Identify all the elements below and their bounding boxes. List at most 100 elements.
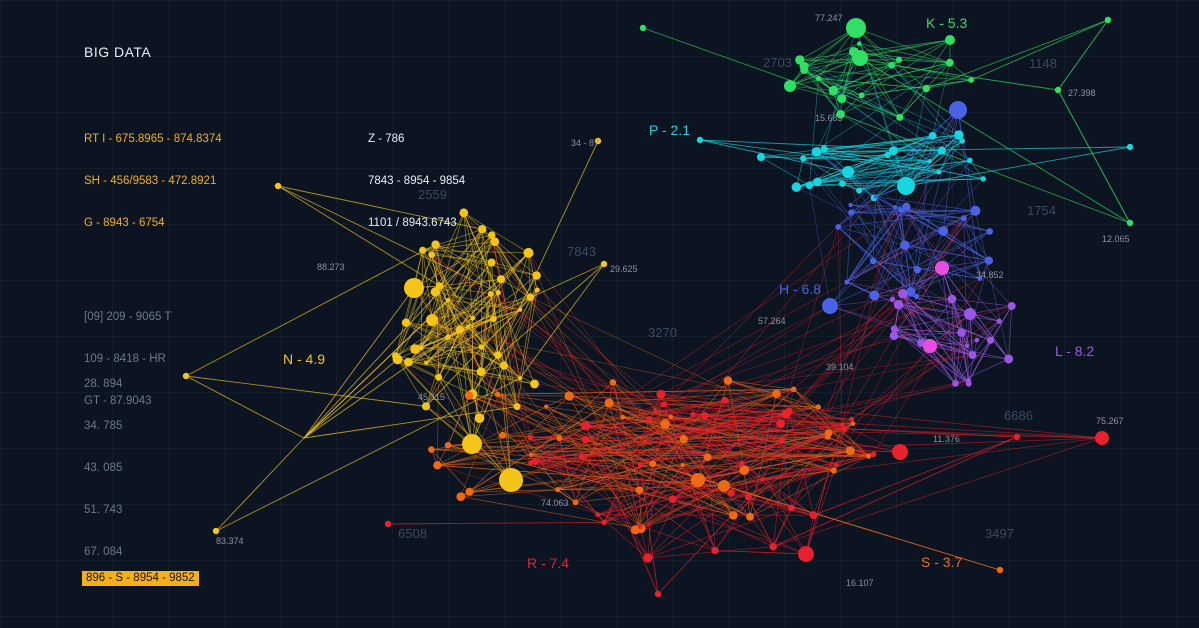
network-node xyxy=(723,376,733,385)
network-edge xyxy=(846,230,944,283)
network-edge xyxy=(803,27,857,67)
network-edge xyxy=(500,252,529,280)
network-edge xyxy=(816,57,861,152)
network-edge xyxy=(762,437,1103,480)
network-edge xyxy=(439,285,461,330)
network-node xyxy=(518,307,523,312)
network-node xyxy=(977,276,983,282)
network-edge xyxy=(469,395,570,493)
network-edge xyxy=(426,309,521,364)
network-edge xyxy=(439,285,491,295)
network-edge xyxy=(714,479,763,551)
network-edge xyxy=(490,293,499,356)
network-edge xyxy=(672,298,893,500)
cluster-label: L - 8.2 xyxy=(1055,343,1094,359)
network-node xyxy=(945,35,955,45)
network-edge xyxy=(969,313,1010,360)
network-edge xyxy=(851,212,964,219)
network-edge xyxy=(516,406,751,518)
network-node xyxy=(828,85,839,96)
network-edge xyxy=(829,305,973,356)
network-edge xyxy=(497,140,599,356)
network-node xyxy=(620,414,626,420)
network-edge xyxy=(902,293,1012,307)
network-edge xyxy=(530,462,745,471)
network-node xyxy=(499,468,523,492)
outlier-node xyxy=(696,136,704,144)
network-edge xyxy=(900,209,904,294)
network-edge xyxy=(467,326,650,420)
network-edge xyxy=(859,39,951,59)
network-edge xyxy=(581,456,649,559)
network-edge xyxy=(905,135,934,187)
network-edge xyxy=(530,413,787,464)
network-edge xyxy=(990,305,1013,341)
network-node xyxy=(980,176,986,182)
network-edge xyxy=(439,241,496,287)
network-node xyxy=(496,275,506,284)
network-edge xyxy=(714,550,807,555)
network-node xyxy=(1007,302,1016,310)
network-node xyxy=(839,180,846,187)
node-value-label: 27.398 xyxy=(1068,88,1096,98)
network-edge xyxy=(910,210,976,293)
network-edge xyxy=(647,507,792,559)
network-edge xyxy=(816,146,1131,153)
network-node xyxy=(555,487,561,493)
network-edge xyxy=(772,411,790,547)
network-node xyxy=(837,94,847,104)
network-node xyxy=(544,404,549,409)
background-number: 3497 xyxy=(985,526,1014,541)
network-edge xyxy=(530,437,641,527)
network-edge xyxy=(395,244,436,357)
network-edge xyxy=(447,444,558,490)
cluster-label: S - 3.7 xyxy=(921,554,962,570)
network-edge xyxy=(503,289,538,366)
network-edge xyxy=(803,69,930,162)
network-edge xyxy=(796,158,804,188)
network-node xyxy=(869,290,880,301)
network-node xyxy=(858,92,865,99)
highlight-node xyxy=(935,261,949,275)
network-edge xyxy=(900,209,912,292)
network-node xyxy=(947,294,957,304)
network-edge xyxy=(846,281,962,333)
network-node xyxy=(637,524,643,529)
info-line: 28. 894 xyxy=(84,378,123,390)
network-node xyxy=(906,287,916,297)
network-node xyxy=(889,296,896,302)
network-edge xyxy=(829,206,907,307)
network-edge xyxy=(905,206,943,269)
network-edge xyxy=(491,262,499,356)
network-edge xyxy=(640,438,684,465)
network-edge xyxy=(649,354,973,420)
network-edge xyxy=(303,406,518,439)
network-edge xyxy=(837,226,843,425)
network-edge xyxy=(805,464,837,555)
network-edge xyxy=(460,479,699,497)
network-node xyxy=(815,75,822,81)
network-edge xyxy=(818,78,927,89)
network-edge xyxy=(670,416,742,464)
info-line: GT - 87.9043 xyxy=(84,395,152,407)
network-edge xyxy=(840,113,1131,224)
network-edge xyxy=(437,426,589,466)
network-node xyxy=(401,318,411,327)
network-edge xyxy=(846,281,903,294)
network-node xyxy=(892,205,898,210)
network-edge xyxy=(672,423,781,500)
network-node xyxy=(1004,354,1014,364)
network-edge xyxy=(874,260,990,296)
network-edge xyxy=(704,415,774,547)
network-edge xyxy=(481,228,531,298)
network-edge xyxy=(467,326,521,379)
network-node xyxy=(850,421,856,426)
network-edge xyxy=(459,329,532,464)
network-node xyxy=(785,407,793,415)
network-edge xyxy=(968,340,978,381)
info-line: 7843 - 8954 - 9854 xyxy=(368,175,466,187)
network-edge xyxy=(938,140,963,173)
network-edge xyxy=(609,388,794,404)
network-node xyxy=(954,130,964,140)
network-edge xyxy=(437,406,547,466)
